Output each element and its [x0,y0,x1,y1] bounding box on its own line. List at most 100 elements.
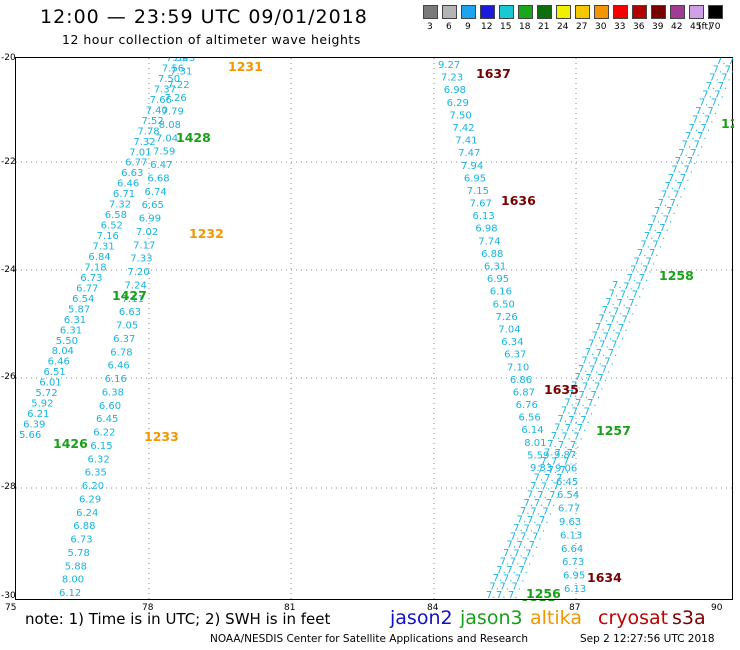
scale-swatch [708,5,723,19]
x-tick-label: 75 [5,603,17,613]
swh-value: 7.79 [162,107,184,118]
scale-label: 42 [671,22,683,32]
scale-label: 27 [576,22,588,32]
scale-label: 18 [519,22,531,32]
swh-band: 7. [582,381,592,392]
swh-value: 6.24 [76,508,98,519]
swh-band: 7. [637,248,647,259]
swh-value: 6.13 [560,530,582,541]
swh-band: 7. [603,331,613,342]
swh-band: 7. [517,515,527,526]
swh-value: 7.02 [136,227,158,238]
swh-value: 7.59 [153,147,175,158]
swh-band: 7. [518,565,528,576]
swh-band: 7. [676,181,686,192]
swh-band: 7. [573,431,583,442]
swh-value: 7.50 [450,110,472,121]
scale-swatch [423,5,438,19]
swh-band: 7. [644,231,654,242]
scale-swatch [480,5,495,19]
scale-swatch [632,5,647,19]
swh-band: 7. [706,81,716,92]
swh-value: 6.65 [142,200,164,211]
swh-band: 7. [530,481,540,492]
swh-value: 6.14 [521,425,543,436]
swh-band: 7. [496,565,506,576]
swh-band: 7. [642,265,652,276]
swh-value: 6.63 [121,168,143,179]
swh-band: 7. [656,231,666,242]
swh-band: 7. [682,139,692,150]
swh-value: 7.31 [93,242,115,253]
swh-band: 7. [658,198,668,209]
swh-band: 7. [575,372,585,383]
swh-value: 7.24 [125,280,147,291]
swh-value: 9.33 [530,463,552,474]
swh-value: 8.00 [62,575,84,586]
swh-band: 7. [563,457,573,468]
page-subtitle: 12 hour collection of altimeter wave hei… [62,32,361,47]
swh-value: 7.20 [127,267,149,278]
pass-time-label: 1255 [521,597,556,601]
pass-time-label: 12 [721,116,734,131]
swh-band: 7. [651,215,661,226]
track-plot: 7.43 7.31 7.22 7.26 7.79 8.08 7.04 7.59 6.47 6.68… [16,53,738,612]
x-tick-label: 90 [711,603,723,613]
swh-value: 7.74 [478,236,500,247]
pass-time-label: 1257 [596,423,631,438]
swh-value: 7.04 [156,133,178,144]
scale-label: 3 [427,22,433,32]
swh-band: 7. [520,506,530,517]
swh-value: 7.05 [116,321,138,332]
swh-band: 7. [690,148,700,159]
swh-band: 7. [489,582,499,593]
swh-value: 6.47 [150,160,172,171]
swh-band: 7. [646,256,656,267]
swh-band: 7. [595,322,605,333]
swh-band: 7. [618,323,628,334]
swh-band: 7. [714,89,724,100]
swh-value: 7.26 [496,312,518,323]
y-tick-label: -22 [1,157,16,167]
swh-value: 6.45 [556,477,578,488]
scale-label: 12 [481,22,493,32]
swh-value: 6.95 [464,173,486,184]
swh-band: 7. [685,131,695,142]
swh-value: 6.95 [563,571,585,582]
scale-label: 39 [652,22,664,32]
swh-band: 7. [493,573,503,584]
swh-band: 7. [585,347,595,358]
pass-time-label: 1233 [144,429,179,444]
swh-band: 7. [694,139,704,150]
swh-band: 7. [621,315,631,326]
swh-band: 7. [620,290,630,301]
scale-label: 15 [500,22,512,32]
swh-band: 7. [608,348,618,359]
swh-value: 6.37 [113,334,135,345]
pass-time-label: 1428 [176,130,211,145]
swh-band: 7. [704,114,714,125]
swh-band: 7. [568,415,578,426]
swh-band: 7. [506,565,516,576]
x-tick-label: 81 [284,603,296,613]
swh-band: 7. [527,489,537,500]
swh-band: 7. [654,206,664,217]
swh-value: 6.31 [60,325,82,336]
swh-band: 7. [599,340,609,351]
swh-band: 7. [542,507,552,518]
scale-label: 21 [538,22,550,32]
swh-value: 5.50 [56,336,78,347]
swh-value: 6.88 [73,521,95,532]
swh-value: 5.78 [68,548,90,559]
swh-band: 7. [659,223,669,234]
swh-band: 7. [496,590,506,601]
swh-band: 7. [591,390,601,401]
swh-value: 6.98 [444,85,466,96]
swh-band: 7. [699,98,709,109]
swh-band: 7. [551,431,561,442]
swh-value: 6.52 [101,221,123,232]
swh-value: 6.71 [113,189,135,200]
swh-band: 7. [680,173,690,184]
swh-band: 7. [547,439,557,450]
scale-label: 70 [709,22,721,32]
